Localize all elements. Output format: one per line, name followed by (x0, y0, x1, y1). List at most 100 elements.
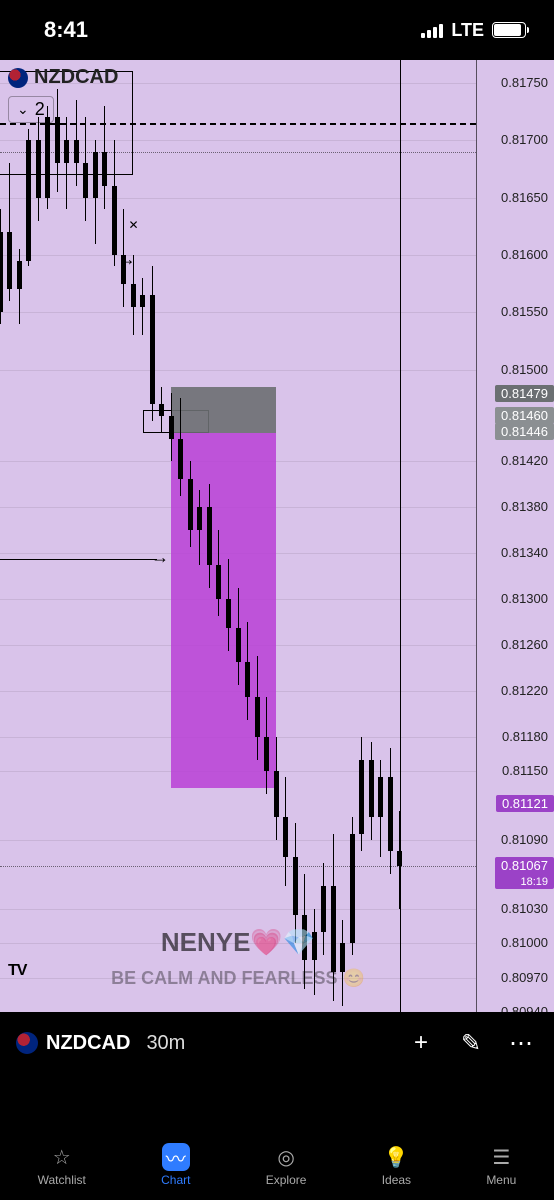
candle (131, 60, 136, 1012)
candle (112, 60, 117, 1012)
candle (264, 60, 269, 1012)
chart-area[interactable]: →→✕ 0.817500.817000.816500.816000.815500… (0, 60, 554, 1072)
signal-icon (421, 22, 443, 38)
candle (350, 60, 355, 1012)
price-axis[interactable]: 0.81750 0.81700 0.81650 0.81600 0.81550 0.815… (476, 60, 554, 1012)
price-tick: 0.80970 (501, 970, 548, 985)
candle (340, 60, 345, 1012)
candle (236, 60, 241, 1012)
candle (245, 60, 250, 1012)
candle (45, 60, 50, 1012)
price-badge: 0.81446 (495, 423, 554, 440)
candle (140, 60, 145, 1012)
candle (197, 60, 202, 1012)
tab-label: Menu (486, 1173, 516, 1187)
price-tick: 0.81000 (501, 935, 548, 950)
candle (207, 60, 212, 1012)
dropdown-value: 2 (35, 99, 45, 120)
price-tick: 0.81650 (501, 190, 548, 205)
screen: 8:41 LTE →→✕ 0.81750 0.81700 0.81650 0.8160… (0, 0, 554, 1200)
layout-dropdown[interactable]: ⌄ 2 (8, 96, 54, 123)
tab-label: Explore (266, 1173, 307, 1187)
price-tick: 0.81300 (501, 591, 548, 606)
more-button[interactable]: ⋯ (504, 1026, 538, 1060)
price-badge: 0.81479 (495, 385, 554, 402)
candle (359, 60, 364, 1012)
candle (397, 60, 402, 1012)
price-tick: 0.81260 (501, 637, 548, 652)
watchlist-icon: ☆ (48, 1143, 76, 1171)
chevron-down-icon: ⌄ (17, 101, 29, 118)
tab-ideas[interactable]: 💡 Ideas (382, 1143, 411, 1187)
candle (378, 60, 383, 1012)
candle (226, 60, 231, 1012)
price-tick: 0.81550 (501, 304, 548, 319)
add-button[interactable]: + (404, 1026, 438, 1060)
draw-button[interactable]: ✎ (454, 1026, 488, 1060)
bottom-tabbar: ☆ Watchlist 〰 Chart ◎ Explore 💡 Ideas ☰ Menu (0, 1134, 554, 1200)
tab-explore[interactable]: ◎ Explore (266, 1143, 307, 1187)
ticker-label: NZDCAD (34, 66, 118, 89)
pair-flag-icon (16, 1032, 38, 1054)
candle (331, 60, 336, 1012)
price-tick: 0.81340 (501, 545, 548, 560)
price-tick: 0.81220 (501, 683, 548, 698)
price-tick: 0.81380 (501, 499, 548, 514)
candle (55, 60, 60, 1012)
candle (293, 60, 298, 1012)
battery-icon (492, 22, 526, 38)
price-tick: 0.81420 (501, 453, 548, 468)
ideas-icon: 💡 (382, 1143, 410, 1171)
tab-chart[interactable]: 〰 Chart (161, 1143, 190, 1187)
chart-icon: 〰 (162, 1143, 190, 1171)
candle (64, 60, 69, 1012)
candle (216, 60, 221, 1012)
candle (274, 60, 279, 1012)
symbol-header[interactable]: NZDCAD (8, 66, 118, 89)
toolbar-symbol[interactable]: NZDCAD (16, 1032, 130, 1055)
candle (369, 60, 374, 1012)
clock: 8:41 (44, 17, 88, 43)
menu-icon: ☰ (487, 1143, 515, 1171)
tab-watchlist[interactable]: ☆ Watchlist (38, 1143, 86, 1187)
tab-menu[interactable]: ☰ Menu (486, 1143, 516, 1187)
chart-toolbar: NZDCAD 30m + ✎ ⋯ (0, 1012, 554, 1074)
candle (388, 60, 393, 1012)
candle (74, 60, 79, 1012)
tradingview-logo: TV (8, 962, 26, 980)
status-right: LTE (421, 20, 526, 41)
explore-icon: ◎ (272, 1143, 300, 1171)
candle (302, 60, 307, 1012)
candle (26, 60, 31, 1012)
price-tick: 0.81700 (501, 132, 548, 147)
price-tick: 0.81500 (501, 362, 548, 377)
price-badge: 0.81460 (495, 407, 554, 424)
tab-label: Watchlist (38, 1173, 86, 1187)
candle (102, 60, 107, 1012)
status-bar: 8:41 LTE (0, 0, 554, 60)
candle (188, 60, 193, 1012)
candle (7, 60, 12, 1012)
candle (255, 60, 260, 1012)
candle (159, 60, 164, 1012)
interval-selector[interactable]: 30m (146, 1032, 185, 1055)
candle (0, 60, 3, 1012)
candle (150, 60, 155, 1012)
price-tick: 0.81180 (502, 729, 548, 744)
price-tick: 0.81090 (501, 832, 548, 847)
candle (169, 60, 174, 1012)
candle (283, 60, 288, 1012)
toolbar-ticker: NZDCAD (46, 1032, 130, 1055)
candle (121, 60, 126, 1012)
chart-plot[interactable]: →→✕ (0, 60, 476, 1012)
tab-label: Chart (161, 1173, 190, 1187)
candle (83, 60, 88, 1012)
candle (17, 60, 22, 1012)
tab-label: Ideas (382, 1173, 411, 1187)
candle (321, 60, 326, 1012)
pair-flag-icon (8, 68, 28, 88)
price-tick: 0.81750 (501, 75, 548, 90)
price-tick: 0.81150 (502, 763, 548, 778)
price-tick: 0.81600 (501, 247, 548, 262)
price-tick: 0.81030 (501, 901, 548, 916)
